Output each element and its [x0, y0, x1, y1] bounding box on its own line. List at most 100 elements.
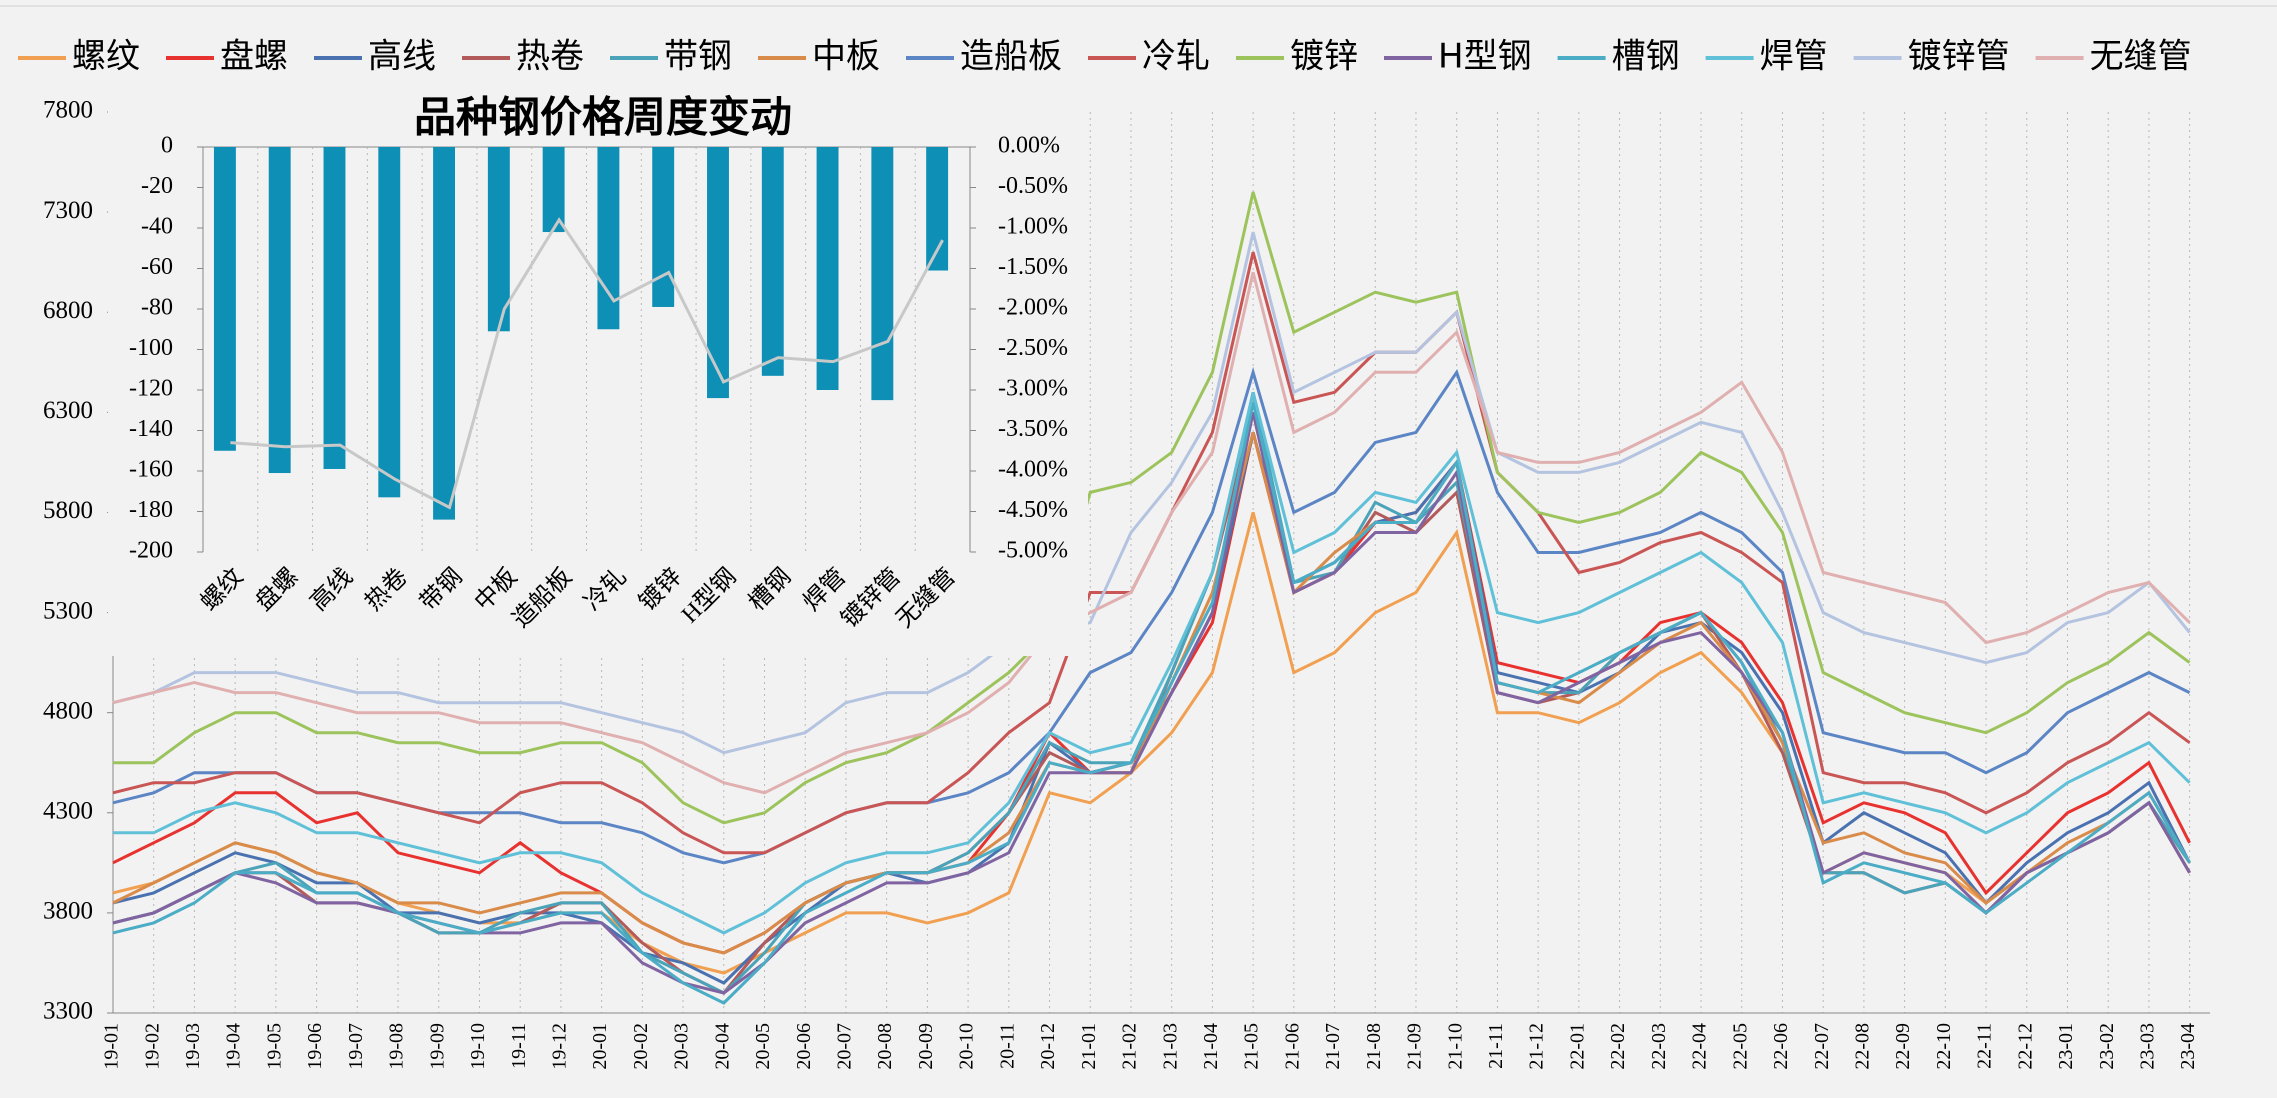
- bar: [926, 147, 949, 271]
- y2-tick-label: -2.00%: [998, 295, 1068, 321]
- y-tick-label: -60: [141, 254, 173, 280]
- y2-tick-label: -4.50%: [998, 497, 1068, 523]
- y2-tick-label: -0.50%: [998, 173, 1068, 199]
- x-tick-label: 22-05: [1729, 1023, 1751, 1070]
- x-tick-label: 21-05: [1241, 1023, 1263, 1070]
- x-tick-label: 20-05: [752, 1023, 774, 1070]
- y-tick-label: -160: [129, 457, 173, 483]
- legend-label: 镀锌: [1290, 37, 1358, 77]
- x-tick-label: 20-12: [1037, 1023, 1059, 1070]
- legend-label: 冷轧: [1142, 37, 1210, 77]
- y2-tick-label: 0.00%: [998, 133, 1060, 159]
- bar: [268, 147, 291, 474]
- series-line: [113, 391, 2191, 935]
- y-tick-label: -20: [141, 173, 173, 199]
- bar: [487, 147, 510, 332]
- y-tick-label: -100: [129, 335, 173, 361]
- bar: [433, 147, 456, 520]
- x-tick-label: 21-02: [1119, 1023, 1141, 1070]
- x-tick-label: 22-08: [1851, 1023, 1873, 1070]
- y2-tick-label: -5.00%: [998, 538, 1068, 564]
- y-tick-label: 5300: [43, 597, 93, 624]
- x-tick-label: 20-02: [630, 1023, 652, 1070]
- x-tick-label: 22-02: [1607, 1023, 1629, 1070]
- pct-line: [230, 217, 944, 510]
- y-tick-label: 4300: [43, 798, 93, 825]
- y2-tick-label: -1.00%: [998, 214, 1068, 240]
- x-tick-label: 19-02: [141, 1023, 163, 1070]
- x-tick-label: 23-04: [2177, 1023, 2199, 1070]
- y-tick-label: 6800: [43, 297, 93, 324]
- bar: [816, 147, 839, 390]
- x-tick-label: 21-01: [1078, 1023, 1100, 1070]
- x-tick-label: 20-11: [996, 1023, 1018, 1069]
- x-tick-label: 20-04: [711, 1023, 733, 1070]
- x-tick-label: 19-03: [182, 1023, 204, 1070]
- y-tick-label: -180: [129, 497, 173, 523]
- legend-label: 盘螺: [220, 37, 288, 77]
- y-tick-label: 6300: [43, 397, 93, 424]
- legend-label: 螺纹: [72, 37, 140, 77]
- legend-label: 中板: [812, 37, 880, 77]
- x-tick-label: 21-10: [1444, 1023, 1466, 1070]
- y-tick-label: 3800: [43, 898, 93, 925]
- x-tick-label: 19-05: [263, 1023, 285, 1070]
- y-tick-label: 7800: [43, 97, 93, 124]
- y2-tick-label: -3.00%: [998, 376, 1068, 402]
- x-tick-label: 22-10: [1933, 1023, 1955, 1070]
- legend-label: 造船板: [960, 37, 1062, 77]
- legend-label: 带钢: [664, 37, 732, 77]
- y-tick-label: 0: [161, 133, 173, 159]
- x-tick-label: 22-01: [1566, 1023, 1588, 1070]
- y2-tick-label: -1.50%: [998, 254, 1068, 280]
- inset-title: 品种钢价格周度变动: [414, 93, 792, 142]
- legend-label: 高线: [368, 37, 436, 77]
- series-line: [113, 191, 2191, 825]
- y-tick-label: 7300: [43, 197, 93, 224]
- x-tick-label: 19-10: [467, 1023, 489, 1070]
- x-tick-label: 22-09: [1892, 1023, 1914, 1070]
- bar: [871, 147, 894, 401]
- x-tick-label: 20-06: [793, 1023, 815, 1070]
- x-tick-label: 21-12: [1526, 1023, 1548, 1070]
- legend-label: 槽钢: [1612, 37, 1680, 77]
- x-tick-label: 22-07: [1811, 1023, 1833, 1070]
- y2-tick-label: -3.50%: [998, 416, 1068, 442]
- x-tick-label: 19-01: [101, 1023, 123, 1070]
- x-tick-label: 21-04: [1200, 1023, 1222, 1070]
- x-tick-label: 21-08: [1363, 1023, 1385, 1070]
- bar: [213, 147, 236, 451]
- x-tick-label: 21-11: [1485, 1023, 1507, 1069]
- y-tick-label: -120: [129, 376, 173, 402]
- y-tick-label: -40: [141, 214, 173, 240]
- y-tick-label: -80: [141, 295, 173, 321]
- legend-label: H型钢: [1438, 37, 1532, 77]
- bar: [378, 147, 401, 498]
- legend-label: 焊管: [1760, 37, 1828, 77]
- x-tick-label: 19-08: [386, 1023, 408, 1070]
- x-tick-label: 22-06: [1770, 1023, 1792, 1070]
- bar: [597, 147, 620, 330]
- x-tick-label: 20-10: [956, 1023, 978, 1070]
- y2-tick-label: -4.00%: [998, 457, 1068, 483]
- series-line: [112, 432, 2191, 955]
- y-tick-label: 3300: [43, 998, 93, 1025]
- series-line: [112, 271, 2191, 795]
- x-tick-label: 22-03: [1648, 1023, 1670, 1070]
- x-tick-label: 19-04: [223, 1023, 245, 1070]
- y2-tick-label: -2.50%: [998, 335, 1068, 361]
- bar: [542, 147, 565, 233]
- series-line: [112, 231, 2191, 755]
- x-tick-label: 20-07: [834, 1023, 856, 1070]
- x-tick-label: 19-11: [508, 1023, 530, 1069]
- bar: [761, 147, 784, 376]
- x-tick-label: 22-04: [1689, 1023, 1711, 1070]
- x-tick-label: 20-03: [671, 1023, 693, 1070]
- x-tick-label: 21-06: [1281, 1023, 1303, 1070]
- y-tick-label: -200: [129, 538, 173, 564]
- series-line: [112, 366, 2191, 865]
- x-tick-label: 20-09: [915, 1023, 937, 1070]
- y-tick-label: -140: [129, 416, 173, 442]
